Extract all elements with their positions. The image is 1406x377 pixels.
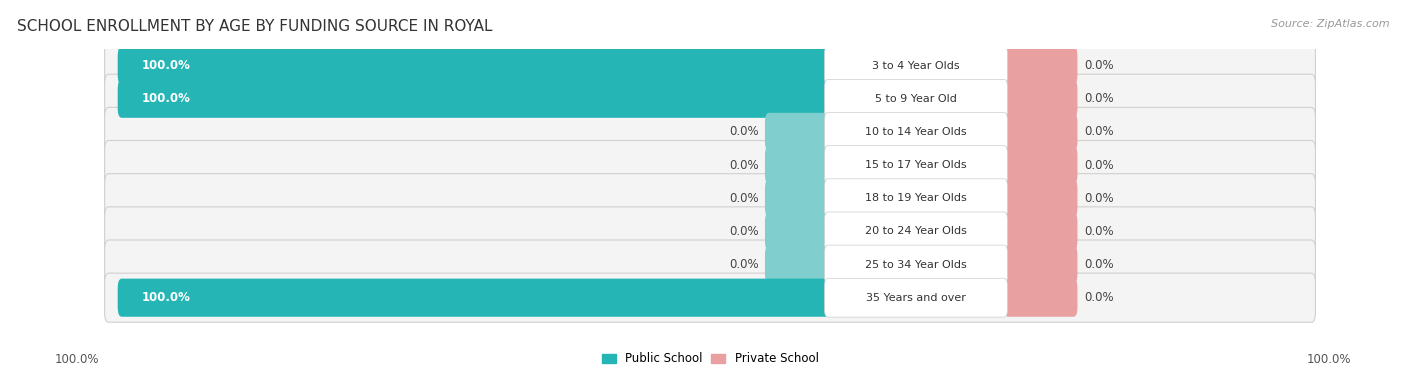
FancyBboxPatch shape (824, 146, 1008, 184)
FancyBboxPatch shape (824, 112, 1008, 151)
FancyBboxPatch shape (824, 46, 1008, 85)
Text: 25 to 34 Year Olds: 25 to 34 Year Olds (865, 259, 967, 270)
FancyBboxPatch shape (1004, 113, 1077, 151)
FancyBboxPatch shape (824, 79, 1008, 118)
FancyBboxPatch shape (765, 245, 838, 284)
Text: 10 to 14 Year Olds: 10 to 14 Year Olds (865, 127, 967, 137)
FancyBboxPatch shape (104, 273, 1316, 322)
FancyBboxPatch shape (1004, 179, 1077, 217)
FancyBboxPatch shape (1004, 245, 1077, 284)
Text: 15 to 17 Year Olds: 15 to 17 Year Olds (865, 160, 967, 170)
FancyBboxPatch shape (1004, 212, 1077, 250)
FancyBboxPatch shape (104, 240, 1316, 289)
Text: 0.0%: 0.0% (1084, 225, 1114, 238)
FancyBboxPatch shape (765, 146, 838, 184)
Text: 0.0%: 0.0% (1084, 291, 1114, 304)
Text: 0.0%: 0.0% (1084, 258, 1114, 271)
FancyBboxPatch shape (118, 279, 845, 317)
FancyBboxPatch shape (1004, 46, 1077, 85)
FancyBboxPatch shape (765, 179, 838, 217)
Text: 0.0%: 0.0% (728, 258, 758, 271)
Text: SCHOOL ENROLLMENT BY AGE BY FUNDING SOURCE IN ROYAL: SCHOOL ENROLLMENT BY AGE BY FUNDING SOUR… (17, 19, 492, 34)
Text: 20 to 24 Year Olds: 20 to 24 Year Olds (865, 226, 967, 236)
Text: 100.0%: 100.0% (141, 59, 190, 72)
FancyBboxPatch shape (104, 207, 1316, 256)
Text: 35 Years and over: 35 Years and over (866, 293, 966, 303)
FancyBboxPatch shape (824, 179, 1008, 218)
Text: 0.0%: 0.0% (728, 225, 758, 238)
FancyBboxPatch shape (1004, 279, 1077, 317)
Text: 0.0%: 0.0% (728, 126, 758, 138)
Text: 0.0%: 0.0% (728, 159, 758, 172)
FancyBboxPatch shape (824, 212, 1008, 251)
FancyBboxPatch shape (104, 174, 1316, 223)
Text: 0.0%: 0.0% (1084, 92, 1114, 105)
FancyBboxPatch shape (118, 46, 845, 85)
Text: 100.0%: 100.0% (1306, 353, 1351, 366)
FancyBboxPatch shape (104, 41, 1316, 90)
FancyBboxPatch shape (824, 278, 1008, 317)
Text: 100.0%: 100.0% (141, 92, 190, 105)
Text: 0.0%: 0.0% (1084, 192, 1114, 205)
Text: 0.0%: 0.0% (1084, 126, 1114, 138)
Legend: Public School, Private School: Public School, Private School (599, 350, 821, 368)
FancyBboxPatch shape (104, 74, 1316, 123)
FancyBboxPatch shape (765, 113, 838, 151)
Text: 18 to 19 Year Olds: 18 to 19 Year Olds (865, 193, 967, 203)
Text: 0.0%: 0.0% (728, 192, 758, 205)
Text: 100.0%: 100.0% (55, 353, 100, 366)
FancyBboxPatch shape (104, 141, 1316, 190)
Text: 3 to 4 Year Olds: 3 to 4 Year Olds (872, 61, 960, 70)
Text: 5 to 9 Year Old: 5 to 9 Year Old (875, 94, 957, 104)
Text: 100.0%: 100.0% (141, 291, 190, 304)
FancyBboxPatch shape (824, 245, 1008, 284)
Text: Source: ZipAtlas.com: Source: ZipAtlas.com (1271, 19, 1389, 29)
Text: 0.0%: 0.0% (1084, 159, 1114, 172)
Text: 0.0%: 0.0% (1084, 59, 1114, 72)
FancyBboxPatch shape (1004, 146, 1077, 184)
FancyBboxPatch shape (765, 212, 838, 250)
FancyBboxPatch shape (1004, 80, 1077, 118)
FancyBboxPatch shape (104, 107, 1316, 156)
FancyBboxPatch shape (118, 80, 845, 118)
